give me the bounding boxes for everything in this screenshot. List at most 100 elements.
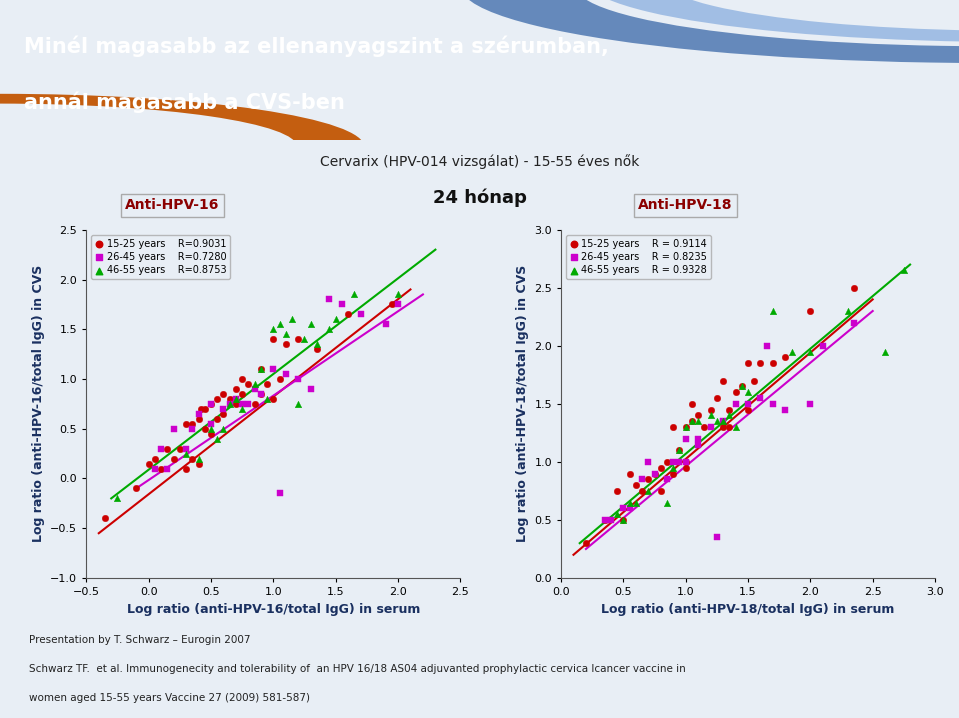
Point xyxy=(222,398,238,409)
Point xyxy=(216,388,231,400)
Point xyxy=(628,480,643,491)
Point xyxy=(147,453,162,465)
Point xyxy=(753,392,768,404)
Wedge shape xyxy=(0,94,364,147)
Point xyxy=(191,413,206,424)
Point xyxy=(228,383,244,395)
Point xyxy=(678,421,693,433)
Point xyxy=(740,404,756,416)
Point xyxy=(641,456,656,467)
Point xyxy=(203,423,219,434)
Point xyxy=(203,428,219,439)
Point xyxy=(178,448,194,460)
Point xyxy=(291,333,306,345)
Point xyxy=(666,421,681,433)
Point xyxy=(197,403,212,414)
Point xyxy=(228,393,244,405)
Point xyxy=(753,358,768,369)
Point xyxy=(671,456,687,467)
Point xyxy=(259,378,274,390)
Point xyxy=(153,443,169,454)
Point xyxy=(715,375,731,386)
Text: Cervarix (HPV-014 vizsgálat) - 15-55 éves nők: Cervarix (HPV-014 vizsgálat) - 15-55 éve… xyxy=(319,154,640,169)
Point xyxy=(646,468,662,480)
Point xyxy=(209,413,224,424)
Point xyxy=(303,383,318,395)
Point xyxy=(246,383,262,395)
Text: annál magasabb a CVS-ben: annál magasabb a CVS-ben xyxy=(24,91,345,113)
Point xyxy=(184,418,199,429)
Text: Anti-HPV-16: Anti-HPV-16 xyxy=(126,198,220,213)
Text: Anti-HPV-18: Anti-HPV-18 xyxy=(639,198,733,213)
Point xyxy=(621,503,637,514)
Point xyxy=(840,305,855,317)
Point xyxy=(253,388,269,400)
Point xyxy=(172,443,187,454)
Point xyxy=(666,468,681,480)
Point xyxy=(703,404,718,416)
Point xyxy=(616,514,631,526)
Point xyxy=(234,373,249,385)
Point xyxy=(209,433,224,444)
Point xyxy=(346,289,362,300)
Point xyxy=(266,393,281,405)
Point xyxy=(660,456,675,467)
Point xyxy=(846,282,861,294)
Point xyxy=(384,299,399,310)
Legend: 15-25 years    R=0.9031, 26-45 years    R=0.7280, 46-55 years    R=0.8753: 15-25 years R=0.9031, 26-45 years R=0.72… xyxy=(91,235,230,279)
Point xyxy=(272,373,288,385)
Point xyxy=(234,388,249,400)
Point xyxy=(610,485,625,497)
Point xyxy=(709,531,725,543)
Point xyxy=(721,410,737,421)
Point xyxy=(253,363,269,375)
Point xyxy=(246,378,262,390)
Point xyxy=(815,340,830,352)
Point xyxy=(253,363,269,375)
Point xyxy=(234,403,249,414)
Point xyxy=(309,338,324,350)
Point xyxy=(653,462,668,473)
Point xyxy=(703,421,718,433)
Point xyxy=(216,408,231,419)
Point xyxy=(216,423,231,434)
Point xyxy=(191,453,206,465)
Point xyxy=(390,199,406,210)
Point xyxy=(678,421,693,433)
Point xyxy=(253,388,269,400)
Point xyxy=(728,421,743,433)
Point xyxy=(109,493,125,504)
Point xyxy=(628,497,643,508)
Point xyxy=(703,410,718,421)
Point xyxy=(596,514,613,526)
Point xyxy=(696,421,712,433)
Point xyxy=(715,416,731,427)
Point xyxy=(709,392,725,404)
Point xyxy=(278,338,293,350)
Point xyxy=(877,346,893,358)
Point xyxy=(653,485,668,497)
Point xyxy=(596,514,613,526)
Point xyxy=(272,319,288,330)
Wedge shape xyxy=(462,0,959,63)
Point xyxy=(222,393,238,405)
Point xyxy=(621,468,637,480)
Point xyxy=(740,358,756,369)
Point xyxy=(685,416,700,427)
Point xyxy=(340,309,356,320)
Point xyxy=(616,503,631,514)
Point xyxy=(671,444,687,456)
Point xyxy=(197,423,212,434)
Point xyxy=(209,393,224,405)
Point xyxy=(803,305,818,317)
Point xyxy=(228,398,244,409)
Text: women aged 15-55 years Vaccine 27 (2009) 581-587): women aged 15-55 years Vaccine 27 (2009)… xyxy=(29,693,310,703)
Point xyxy=(184,453,199,465)
Point xyxy=(635,485,650,497)
Point xyxy=(203,398,219,409)
Point xyxy=(178,443,194,454)
Point xyxy=(759,340,774,352)
Point xyxy=(191,408,206,419)
Point xyxy=(603,514,619,526)
Point xyxy=(678,433,693,444)
